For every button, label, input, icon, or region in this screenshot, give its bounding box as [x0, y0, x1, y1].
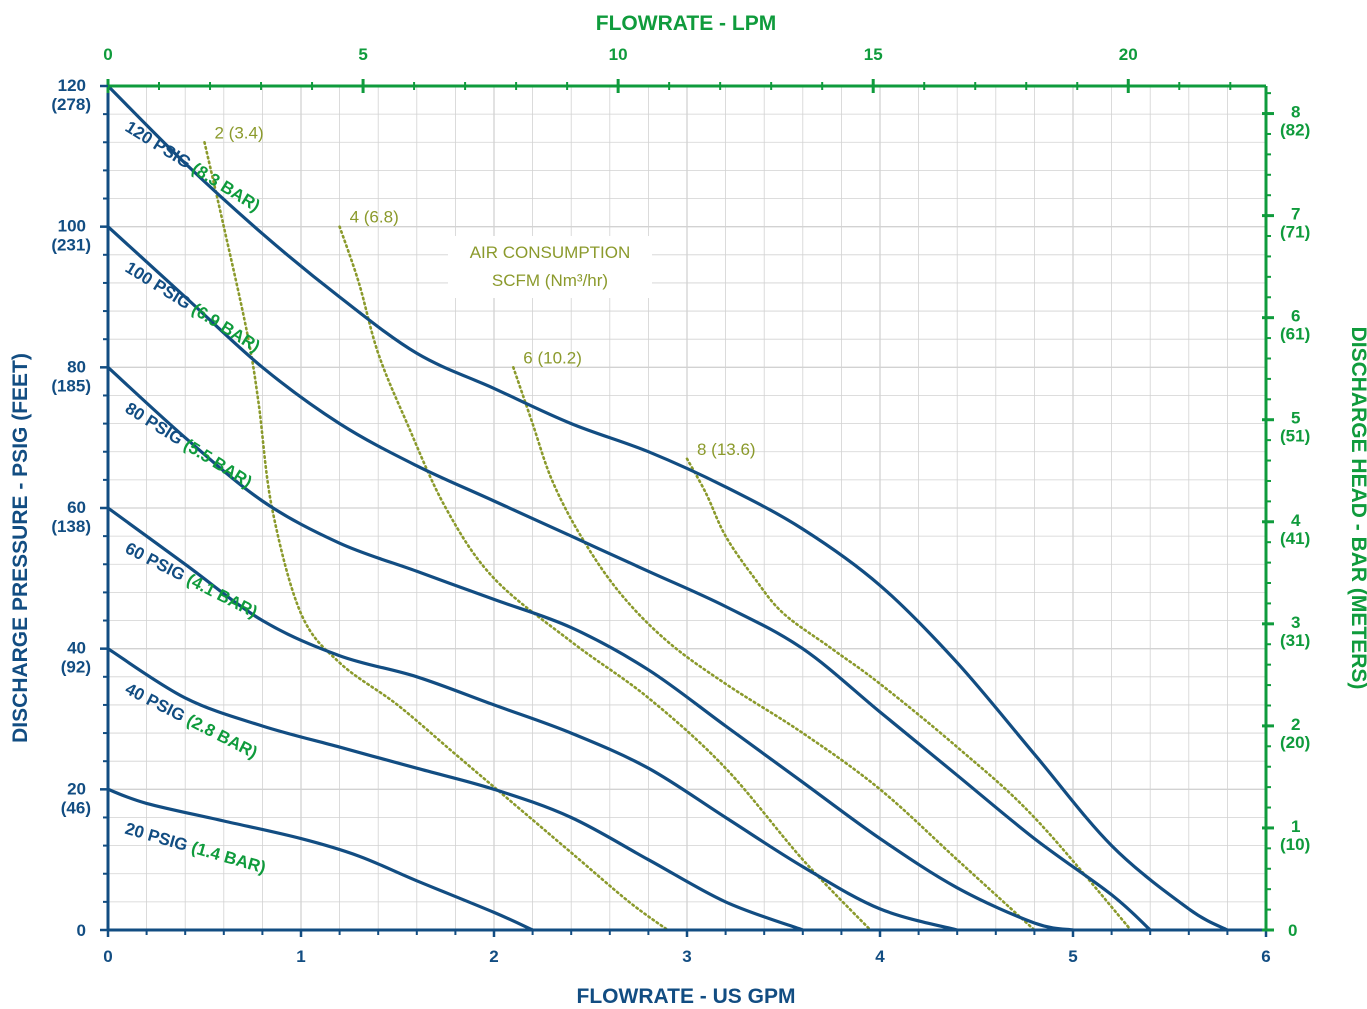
x2-tick-label: 15	[864, 45, 883, 64]
air-curve-label: 6 (10.2)	[523, 348, 582, 367]
y-tick-label: 100	[58, 217, 86, 236]
y-tick-sublabel: (138)	[51, 517, 91, 536]
y2-tick-sublabel: (71)	[1280, 223, 1310, 242]
y2-tick-sublabel: (20)	[1280, 733, 1310, 752]
x2-tick-label: 0	[103, 45, 112, 64]
pressure-curve-80-psig	[106, 366, 1074, 932]
y-tick-label: 80	[67, 357, 86, 376]
pressure-curve-100-psig	[106, 225, 1152, 932]
x-tick-label: 4	[875, 947, 885, 966]
y2-tick-label: 6	[1291, 307, 1300, 326]
x2-tick-label: 10	[609, 45, 628, 64]
x-tick-label: 5	[1068, 947, 1077, 966]
y2-tick-sublabel: (10)	[1280, 835, 1310, 854]
y-tick-label: 40	[67, 639, 86, 658]
x-axis-title: FLOWRATE - US GPM	[577, 985, 796, 1008]
y-tick-label: 120	[58, 76, 86, 95]
x-tick-label: 1	[296, 947, 305, 966]
air-consumption-curves: 2 (3.4) 4 (6.8) 6 (10.2) 8 (13.6)	[203, 123, 1133, 932]
y2-tick-label: 2	[1291, 715, 1300, 734]
y2-tick-sublabel: (31)	[1280, 631, 1310, 650]
x2-axis-title: FLOWRATE - LPM	[596, 12, 776, 35]
y-tick-sublabel: (231)	[51, 236, 91, 255]
y-tick-sublabel: (185)	[51, 376, 91, 395]
y-tick-sublabel: (278)	[51, 95, 91, 114]
y-tick-label: 20	[67, 779, 86, 798]
pressure-curve-40-psig	[107, 647, 804, 932]
air-consumption-title: AIR CONSUMPTION	[470, 243, 631, 262]
x-tick-label: 2	[489, 947, 498, 966]
air-curve-label: 4 (6.8)	[350, 208, 399, 227]
y2-axis-title: DISCHARGE HEAD - BAR (METERS)	[1347, 327, 1367, 690]
y2-tick-sublabel: (82)	[1280, 121, 1310, 140]
air-curve-label: 2 (3.4)	[215, 123, 264, 142]
y2-tick-sublabel: (61)	[1280, 325, 1310, 344]
air-curve-2	[338, 225, 872, 932]
air-curve-3	[511, 366, 1036, 932]
y-tick-sublabel: (92)	[61, 658, 91, 677]
air-curve-label: 8 (13.6)	[697, 440, 756, 459]
pressure-curve-20-psig	[107, 787, 534, 932]
pressure-curves	[106, 84, 1229, 932]
air-curve-4	[685, 457, 1133, 932]
y2-tick-label: 1	[1291, 817, 1300, 836]
axes: 0 1 2 3 4 5 60 5 10 15 20020(46)40(92)60(138)80(18…	[51, 45, 1310, 966]
x2-tick-label: 20	[1119, 45, 1138, 64]
y2-tick-label: 4	[1291, 511, 1301, 530]
y-tick-label: 0	[77, 921, 86, 940]
pressure-curve-60-psig	[107, 506, 958, 932]
y2-tick-label: 3	[1291, 613, 1300, 632]
air-title-background	[448, 236, 652, 298]
y-tick-label: 60	[67, 498, 86, 517]
x-tick-label: 3	[682, 947, 691, 966]
y-tick-sublabel: (46)	[61, 798, 91, 817]
y2-tick-label: 7	[1291, 205, 1300, 224]
y-axis-title: DISCHARGE PRESSURE - PSIG (FEET)	[9, 353, 32, 743]
x-tick-label: 0	[103, 947, 112, 966]
y2-tick-sublabel: (41)	[1280, 529, 1310, 548]
x-tick-label: 6	[1261, 947, 1270, 966]
y2-tick-label: 8	[1291, 103, 1300, 122]
y2-tick-sublabel: (51)	[1280, 427, 1310, 446]
pressure-curve-120-psig	[106, 84, 1229, 932]
x2-tick-label: 5	[358, 45, 367, 64]
air-consumption-units: SCFM (Nm³/hr)	[492, 271, 608, 290]
grid	[108, 86, 1266, 930]
y2-tick-label: 0	[1288, 921, 1297, 940]
y2-tick-label: 5	[1291, 409, 1300, 428]
